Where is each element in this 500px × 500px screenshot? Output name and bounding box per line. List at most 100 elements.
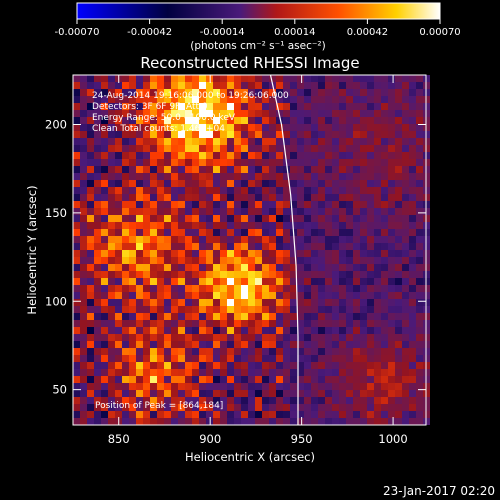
heatmap-pixel [227,369,234,376]
heatmap-pixel [157,306,164,313]
heatmap-pixel [241,159,248,166]
heatmap-pixel [283,222,290,229]
heatmap-pixel [381,313,388,320]
heatmap-pixel [416,278,423,285]
heatmap-pixel [80,376,87,383]
heatmap-pixel [157,250,164,257]
heatmap-pixel [276,89,283,96]
heatmap-pixel [87,334,94,341]
heatmap-pixel [360,292,367,299]
heatmap-pixel [318,257,325,264]
heatmap-pixel [164,306,171,313]
heatmap-pixel [87,264,94,271]
heatmap-pixel [94,292,101,299]
heatmap-pixel [164,250,171,257]
heatmap-pixel [178,292,185,299]
heatmap-pixel [388,229,395,236]
heatmap-pixel [150,369,157,376]
heatmap-pixel [269,397,276,404]
heatmap-pixel [416,390,423,397]
heatmap-pixel [157,341,164,348]
heatmap-pixel [276,187,283,194]
heatmap-pixel [262,103,269,110]
heatmap-pixel [409,131,416,138]
heatmap-pixel [325,257,332,264]
heatmap-pixel [304,341,311,348]
heatmap-pixel [346,236,353,243]
heatmap-pixel [157,411,164,418]
heatmap-pixel [192,166,199,173]
heatmap-pixel [248,278,255,285]
heatmap-pixel [241,369,248,376]
heatmap-pixel [388,236,395,243]
heatmap-pixel [220,334,227,341]
heatmap-pixel [262,348,269,355]
heatmap-pixel [346,187,353,194]
heatmap-pixel [115,201,122,208]
heatmap-pixel [297,236,304,243]
heatmap-pixel [248,145,255,152]
heatmap-pixel [199,292,206,299]
heatmap-pixel [101,411,108,418]
heatmap-pixel [185,271,192,278]
heatmap-pixel [311,236,318,243]
heatmap-pixel [374,264,381,271]
heatmap-pixel [248,117,255,124]
heatmap-pixel [318,383,325,390]
heatmap-pixel [318,306,325,313]
heatmap-pixel [395,103,402,110]
heatmap-pixel [332,187,339,194]
heatmap-pixel [367,348,374,355]
heatmap-pixel [402,313,409,320]
heatmap-pixel [283,152,290,159]
heatmap-pixel [339,89,346,96]
heatmap-pixel [395,334,402,341]
heatmap-pixel [143,159,150,166]
heatmap-pixel [178,215,185,222]
heatmap-pixel [381,390,388,397]
heatmap-pixel [304,278,311,285]
heatmap-pixel [234,355,241,362]
heatmap-pixel [206,173,213,180]
heatmap-pixel [255,390,262,397]
heatmap-pixel [101,89,108,96]
heatmap-pixel [318,418,325,425]
heatmap-pixel [248,376,255,383]
heatmap-pixel [150,103,157,110]
heatmap-pixel [395,376,402,383]
heatmap-pixel [136,82,143,89]
heatmap-pixel [332,201,339,208]
heatmap-pixel [416,89,423,96]
heatmap-pixel [353,159,360,166]
heatmap-pixel [367,173,374,180]
heatmap-pixel [220,411,227,418]
heatmap-pixel [241,166,248,173]
heatmap-pixel [346,362,353,369]
heatmap-pixel [248,362,255,369]
heatmap-pixel [367,362,374,369]
heatmap-pixel [206,313,213,320]
heatmap-pixel [94,145,101,152]
heatmap-pixel [290,131,297,138]
heatmap-pixel [304,166,311,173]
heatmap-pixel [115,152,122,159]
heatmap-pixel [129,348,136,355]
heatmap-pixel [360,334,367,341]
heatmap-pixel [171,243,178,250]
heatmap-pixel [164,131,171,138]
heatmap-pixel [129,334,136,341]
heatmap-pixel [395,390,402,397]
heatmap-pixel [94,194,101,201]
heatmap-pixel [395,327,402,334]
heatmap-pixel [220,355,227,362]
heatmap-pixel [269,110,276,117]
heatmap-pixel [409,124,416,131]
heatmap-pixel [416,313,423,320]
heatmap-pixel [325,138,332,145]
heatmap-pixel [388,89,395,96]
heatmap-pixel [388,383,395,390]
heatmap-pixel [143,138,150,145]
heatmap-pixel [388,320,395,327]
heatmap-pixel [395,131,402,138]
heatmap-pixel [94,285,101,292]
